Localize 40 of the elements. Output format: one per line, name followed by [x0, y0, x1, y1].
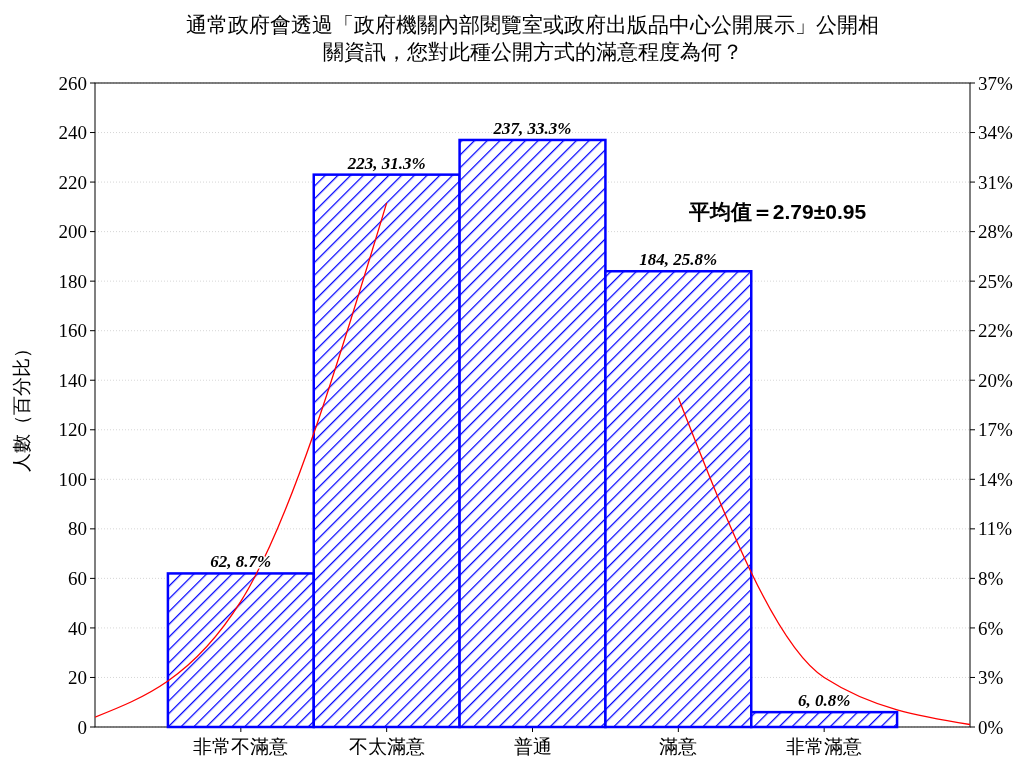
y-tick-label: 200: [58, 221, 87, 243]
annotation: 平均值＝2.79±0.95: [687, 200, 867, 224]
y-tick-label: 160: [58, 320, 87, 342]
y-axis-title: 人數（百分比）: [11, 338, 32, 472]
y2-tick-label: 14%: [978, 468, 1013, 490]
y2-tick-label: 6%: [978, 617, 1004, 639]
y-tick-label: 0: [77, 716, 87, 738]
data-label: 184, 25.8%: [639, 250, 718, 270]
y-tick-label: 220: [58, 171, 87, 193]
y-tick-label: 180: [58, 270, 87, 292]
y-tick-label: 60: [68, 568, 87, 590]
y-tick-label: 40: [68, 617, 87, 639]
x-tick-label: 滿意: [659, 736, 698, 757]
y2-tick-label: 17%: [978, 419, 1013, 441]
y-tick-label: 120: [58, 419, 87, 441]
y2-tick-label: 37%: [978, 72, 1013, 94]
x-tick-label: 非常不滿意: [193, 736, 289, 757]
y-tick-label: 260: [58, 72, 87, 94]
y2-tick-label: 31%: [978, 171, 1013, 193]
y2-tick-label: 25%: [978, 270, 1013, 292]
x-tick-label: 非常滿意: [786, 736, 863, 757]
y2-tick-label: 3%: [978, 667, 1004, 689]
y2-tick-label: 28%: [978, 221, 1013, 243]
y2-tick-label: 11%: [978, 518, 1013, 540]
x-tick-label: 不太滿意: [348, 736, 425, 757]
data-label: 237, 33.3%: [492, 118, 572, 138]
y-tick-label: 140: [58, 369, 87, 391]
y-tick-label: 80: [68, 518, 87, 540]
y-tick-label: 20: [68, 667, 87, 689]
y2-tick-label: 34%: [978, 122, 1013, 144]
y-tick-label: 240: [58, 122, 87, 144]
y-tick-label: 100: [58, 468, 87, 490]
data-label: 223, 31.3%: [346, 153, 426, 173]
y2-tick-label: 0%: [978, 716, 1004, 738]
x-tick-label: 普通: [513, 736, 552, 757]
y2-tick-label: 8%: [978, 568, 1004, 590]
y2-tick-label: 20%: [978, 369, 1013, 391]
data-label: 6, 0.8%: [797, 691, 851, 711]
chart-title: 通常政府會透過「政府機關內部閱覽室或政府出版品中心公開展示」公開相關資訊，您對此種公開方式的滿意程度為何？: [186, 13, 879, 64]
y2-tick-label: 22%: [978, 320, 1013, 342]
